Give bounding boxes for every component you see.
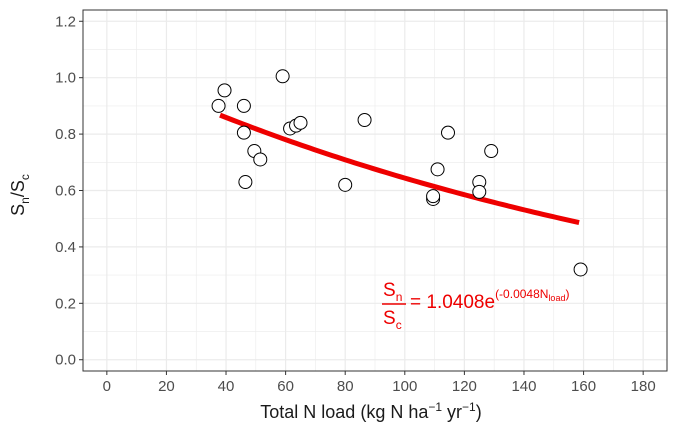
x-tick-label: 120 — [452, 378, 477, 395]
fit-equation: Sn Sc = 1.0408e(-0.0048Nload) — [382, 280, 569, 332]
data-points — [211, 69, 588, 277]
y-axis-title-sub2: c — [18, 174, 32, 180]
x-axis-ticks: 0 20 40 60 80 100 120 140 160 180 — [103, 371, 656, 395]
y-tick-label: 1.0 — [55, 70, 76, 87]
x-tick-label: 40 — [218, 378, 235, 395]
x-tick-label: 60 — [277, 378, 294, 395]
y-tick-label: 0.4 — [55, 239, 76, 256]
data-point — [253, 152, 268, 167]
equation-body: = 1.0408e(-0.0048Nload) — [410, 287, 569, 313]
data-point — [472, 184, 487, 199]
data-point — [357, 112, 372, 127]
y-axis-title-slash: / — [8, 192, 28, 197]
y-tick-label: 0.6 — [55, 183, 76, 200]
x-axis-title-sup2: −1 — [462, 400, 476, 414]
x-tick-label: 160 — [571, 378, 596, 395]
data-point — [238, 175, 253, 190]
x-axis-title: Total N load (kg N ha−1 yr−1) — [260, 400, 481, 422]
y-tick-label: 0.0 — [55, 352, 76, 369]
data-point — [441, 125, 455, 140]
x-axis-title-end: ) — [476, 402, 482, 422]
equation-num-sub: n — [396, 290, 403, 304]
y-tick-label: 0.8 — [55, 126, 76, 143]
data-point — [236, 125, 251, 140]
x-tick-label: 20 — [158, 378, 175, 395]
equation-denominator: Sc — [383, 308, 402, 332]
data-point — [338, 177, 353, 192]
data-point — [293, 115, 308, 130]
y-axis-title-s1: S — [8, 204, 28, 216]
equation-numerator: Sn — [383, 280, 402, 304]
y-tick-label: 1.2 — [55, 13, 76, 30]
grid — [83, 10, 667, 371]
data-point — [426, 189, 441, 204]
x-axis-title-mid: yr — [442, 402, 462, 422]
data-point — [275, 69, 290, 84]
equation-body-text: = 1.0408e — [410, 292, 495, 313]
y-axis-title: Sn/Sc — [8, 174, 32, 216]
equation-exp-sub: load — [548, 293, 565, 303]
data-point — [217, 83, 232, 98]
equation-num-s: S — [383, 280, 396, 301]
equation-den-sub: c — [396, 318, 402, 332]
data-point — [430, 162, 445, 177]
equation-exp: (-0.0048N — [495, 287, 548, 301]
x-tick-label: 140 — [511, 378, 536, 395]
x-axis-title-main: Total N load (kg N ha — [260, 402, 429, 422]
data-point — [484, 144, 499, 159]
data-point — [573, 262, 588, 277]
y-axis-title-sub1: n — [18, 197, 32, 204]
fit-curve — [219, 112, 580, 225]
y-axis-ticks: 0.0 0.2 0.4 0.6 0.8 1.0 1.2 — [55, 13, 83, 369]
equation-den-s: S — [383, 308, 396, 329]
data-point — [211, 98, 226, 113]
x-tick-label: 180 — [631, 378, 656, 395]
fit-curve-layer — [219, 112, 580, 225]
x-tick-label: 100 — [392, 378, 417, 395]
data-point — [236, 98, 251, 113]
equation-exp-close: ) — [565, 287, 569, 301]
y-tick-label: 0.2 — [55, 295, 76, 312]
y-axis-title-s2: S — [8, 180, 28, 192]
x-axis-title-sup1: −1 — [428, 400, 442, 414]
x-tick-label: 80 — [337, 378, 354, 395]
x-tick-label: 0 — [103, 378, 111, 395]
